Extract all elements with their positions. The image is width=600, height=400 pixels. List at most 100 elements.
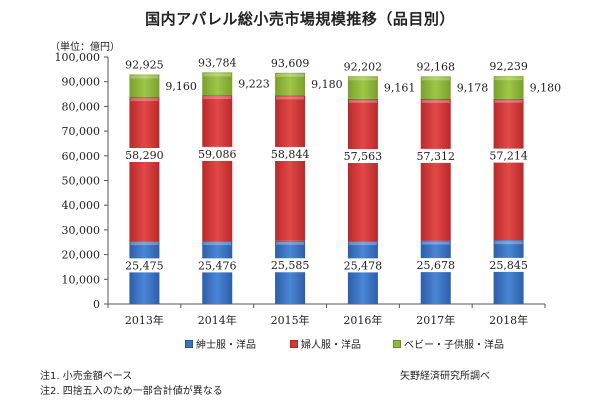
y-tick-label: 40,000 [62,199,101,212]
bar-segment-highlight [203,242,232,246]
y-tick-label: 50,000 [62,175,101,188]
bar-segment-highlight [348,242,377,246]
bar-segment-kids [420,76,451,100]
data-label-womens: 58,290 [125,149,164,162]
bar-segment-highlight [348,99,377,103]
bar-segment-highlight [421,241,450,245]
label-bg [196,258,239,273]
bar-segment-kids [275,72,306,96]
data-label-womens: 58,844 [271,148,310,161]
data-label-womens: 57,214 [489,150,528,163]
data-label-total: 92,202 [344,60,383,73]
y-tick-label: 100,000 [55,51,101,64]
bars [129,72,524,304]
bar-segment-kids [129,74,160,98]
bar-segment-womens [129,97,160,242]
note-1: 注1. 小売金額ベース [40,371,133,382]
legend: 紳士服・洋品 婦人服・洋品 ベビー・子供服・洋品 [0,336,600,352]
data-label-total: 93,784 [198,56,237,69]
bar-segment-mens [202,241,233,304]
x-tick-label: 2018年 [489,313,528,327]
legend-item-mens: 紳士服・洋品 [185,336,256,351]
data-label-womens: 57,563 [344,150,383,163]
chart-title: 国内アパレル総小売市場規模推移（品目別） [145,10,455,28]
data-label-total: 92,239 [489,60,528,73]
label-bg [487,257,530,272]
bar-segment-womens [493,98,524,241]
y-tick-label: 20,000 [62,249,101,262]
label-bg [269,258,312,273]
data-label-mens: 25,478 [344,259,383,272]
y-tick-label: 60,000 [62,150,101,163]
data-label-mens: 25,585 [271,259,310,272]
bar-segment-highlight [276,73,305,77]
y-tick-label: 10,000 [62,273,101,286]
bar-segment-highlight [276,241,305,245]
legend-item-kids: ベビー・子供服・洋品 [393,336,504,351]
x-tick-label: 2015年 [271,313,310,327]
data-label-mens: 25,845 [489,259,528,272]
bar-segment-mens [493,240,524,304]
legend-label-kids: ベビー・子供服・洋品 [404,340,504,351]
data-label-mens: 25,475 [125,259,164,272]
bar-segment-highlight [421,100,450,104]
y-tick-label: 70,000 [62,125,101,138]
bar-segment-kids [493,76,524,99]
bar-segment-highlight [494,99,523,103]
legend-swatch-womens [290,339,298,348]
data-label-mens: 25,678 [417,259,456,272]
bar-segment-kids [202,72,233,96]
bar-segment-highlight [203,96,232,100]
bar-segment-womens [347,98,378,242]
unit-label: （単位：億円） [50,42,120,53]
x-tick-label: 2017年 [416,313,455,327]
bar-segment-womens [202,95,233,242]
label-bg [341,258,384,273]
label-bg [487,148,530,163]
data-label-kids: 9,180 [530,82,562,95]
bar-segment-kids [347,76,378,99]
label-bg [269,146,312,161]
bar-segment-highlight [421,77,450,81]
x-tick-label: 2016年 [343,313,382,327]
bar-segment-highlight [130,98,159,102]
data-label-total: 92,168 [417,60,456,73]
bar-segment-highlight [203,73,232,77]
bar-segment-mens [420,240,451,304]
data-label-kids: 9,160 [165,80,197,93]
y-tick-label: 30,000 [62,224,101,237]
legend-swatch-mens [185,339,193,348]
bar-segment-highlight [494,77,523,81]
data-label-womens: 57,312 [417,150,456,163]
label-bg [414,148,457,163]
x-tick-label: 2013年 [125,313,164,327]
y-tick-label: 0 [93,298,100,311]
data-label-womens: 59,086 [198,148,237,161]
legend-swatch-kids [393,339,401,348]
legend-item-womens: 婦人服・洋品 [290,336,361,351]
label-bg [123,258,166,273]
data-label-total: 93,609 [271,57,310,70]
bar-segment-highlight [494,241,523,245]
bar-segment-womens [420,99,451,241]
bar-segment-womens [275,95,306,241]
bar-segment-mens [275,240,306,304]
x-tick-label: 2014年 [198,313,237,327]
axes: 0 10,000 20,000 30,000 40,000 50,000 60,000 70,… [55,51,546,327]
bar-segment-mens [347,241,378,304]
note-2: 注2. 四捨五入のため一部合計値が異なる [40,386,223,397]
data-label-mens: 25,476 [198,259,237,272]
label-bg [196,146,239,161]
bar-segment-highlight [348,77,377,81]
bar-segment-mens [129,241,160,304]
data-label-kids: 9,180 [311,78,343,91]
label-bg [414,258,457,273]
label-bg [341,149,384,164]
legend-label-womens: 婦人服・洋品 [301,340,361,351]
label-bg [123,148,166,163]
legend-label-mens: 紳士服・洋品 [196,340,256,351]
data-label-kids: 9,161 [384,82,416,95]
bar-segment-highlight [130,242,159,246]
